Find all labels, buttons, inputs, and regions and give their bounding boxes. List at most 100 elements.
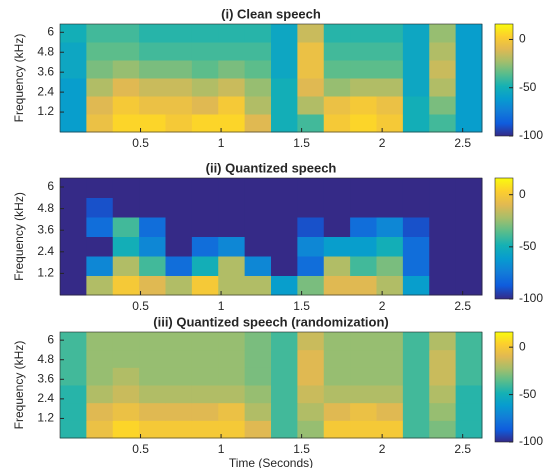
heatmap-cell <box>429 385 457 404</box>
heatmap-cell <box>218 114 246 133</box>
heatmap-cell <box>218 178 246 198</box>
heatmap-cell <box>218 42 246 61</box>
heatmap-cell <box>60 197 87 218</box>
heatmap-cell <box>218 385 246 404</box>
heatmap-cell <box>323 78 351 97</box>
heatmap-cell <box>350 178 377 198</box>
heatmap-cell <box>271 349 298 368</box>
heatmap-cell <box>244 24 272 43</box>
heatmap-cell <box>429 236 457 257</box>
heatmap-cell <box>271 60 298 79</box>
heatmap-cell <box>271 114 298 133</box>
heatmap-cell <box>139 420 166 439</box>
heatmap-cell <box>244 178 272 198</box>
heatmap-cell <box>244 256 272 276</box>
heatmap-cell <box>139 256 166 276</box>
heatmap-cell <box>244 402 272 421</box>
heatmap-cell <box>376 178 404 198</box>
heatmap-cell <box>218 96 246 115</box>
heatmap-cell <box>323 420 351 439</box>
heatmap-cell <box>86 96 114 115</box>
heatmap-cell <box>244 78 272 97</box>
y-tick-label: 2.4 <box>37 244 54 258</box>
heatmap-cell <box>350 42 377 61</box>
heatmap-cell <box>244 275 272 296</box>
heatmap-cell <box>297 236 325 257</box>
heatmap-cell <box>323 256 351 276</box>
heatmap-cell <box>271 275 298 296</box>
colorbar-tick-label: 0 <box>519 32 526 46</box>
heatmap-cell <box>376 96 404 115</box>
heatmap-cell <box>350 332 377 351</box>
heatmap-cell <box>191 349 219 368</box>
colorbar-tick-label: -100 <box>519 434 543 448</box>
colorbar-tick-label: -50 <box>519 387 537 401</box>
heatmap-cell <box>297 349 325 368</box>
heatmap-cell <box>218 24 246 43</box>
x-tick-label: 2.5 <box>454 442 471 456</box>
heatmap-cell <box>323 114 351 133</box>
heatmap-cell <box>429 96 457 115</box>
heatmap-cell <box>165 96 193 115</box>
heatmap-cell <box>350 24 377 43</box>
heatmap-cell <box>455 332 483 351</box>
heatmap-cell <box>139 385 166 404</box>
heatmap-cell <box>191 178 219 198</box>
heatmap-cell <box>218 275 246 296</box>
heatmap-cell <box>112 367 140 386</box>
heatmap-cell <box>455 197 483 218</box>
heatmap-cell <box>244 420 272 439</box>
heatmap-cell <box>60 42 87 61</box>
heatmap-cell <box>297 275 325 296</box>
heatmap-cell <box>402 236 430 257</box>
heatmap-cell <box>271 78 298 97</box>
heatmap-cell <box>271 256 298 276</box>
heatmap-cell <box>218 78 246 97</box>
x-tick-label: 1 <box>218 299 225 313</box>
heatmap-cell <box>297 256 325 276</box>
heatmap-cell <box>376 420 404 439</box>
y-axis-label: Frequency (kHz) <box>12 341 26 430</box>
x-tick-label: 0.5 <box>132 442 149 456</box>
heatmap-cell <box>165 60 193 79</box>
heatmap-cell <box>297 42 325 61</box>
y-tick-label: 3.6 <box>37 371 54 385</box>
heatmap-cell <box>455 78 483 97</box>
colorbar <box>494 331 514 443</box>
y-tick-label: 2.4 <box>37 84 54 98</box>
heatmap-cell <box>402 367 430 386</box>
heatmap-cell <box>271 42 298 61</box>
y-axis-label: Frequency (kHz) <box>12 34 26 123</box>
heatmap-cell <box>350 114 377 133</box>
heatmap-cell <box>376 402 404 421</box>
heatmap-cell <box>191 78 219 97</box>
heatmap-cell <box>350 256 377 276</box>
heatmap-cell <box>350 78 377 97</box>
heatmap-cell <box>112 236 140 257</box>
heatmap-cell <box>191 42 219 61</box>
heatmap-cell <box>429 256 457 276</box>
heatmap-cell <box>323 332 351 351</box>
heatmap-cell <box>455 367 483 386</box>
heatmap-cell <box>86 332 114 351</box>
x-tick-label: 0.5 <box>132 299 149 313</box>
heatmap-cell <box>429 402 457 421</box>
heatmap-cell <box>323 197 351 218</box>
heatmap-cell <box>402 420 430 439</box>
heatmap-cell <box>86 236 114 257</box>
heatmap-cell <box>376 78 404 97</box>
heatmap-cell <box>402 24 430 43</box>
heatmap-cell <box>112 78 140 97</box>
x-tick-label: 2 <box>379 299 386 313</box>
heatmap-cell <box>112 96 140 115</box>
y-tick-label: 1.2 <box>37 266 54 280</box>
heatmap-cell <box>297 78 325 97</box>
heatmap-cell <box>297 178 325 198</box>
heatmap-cell <box>402 60 430 79</box>
heatmap-cell <box>402 402 430 421</box>
heatmap-cell <box>218 256 246 276</box>
y-tick-label: 4.8 <box>37 44 54 58</box>
x-tick-label: 2 <box>379 442 386 456</box>
heatmap-cell <box>402 217 430 237</box>
heatmap-cell <box>271 217 298 237</box>
